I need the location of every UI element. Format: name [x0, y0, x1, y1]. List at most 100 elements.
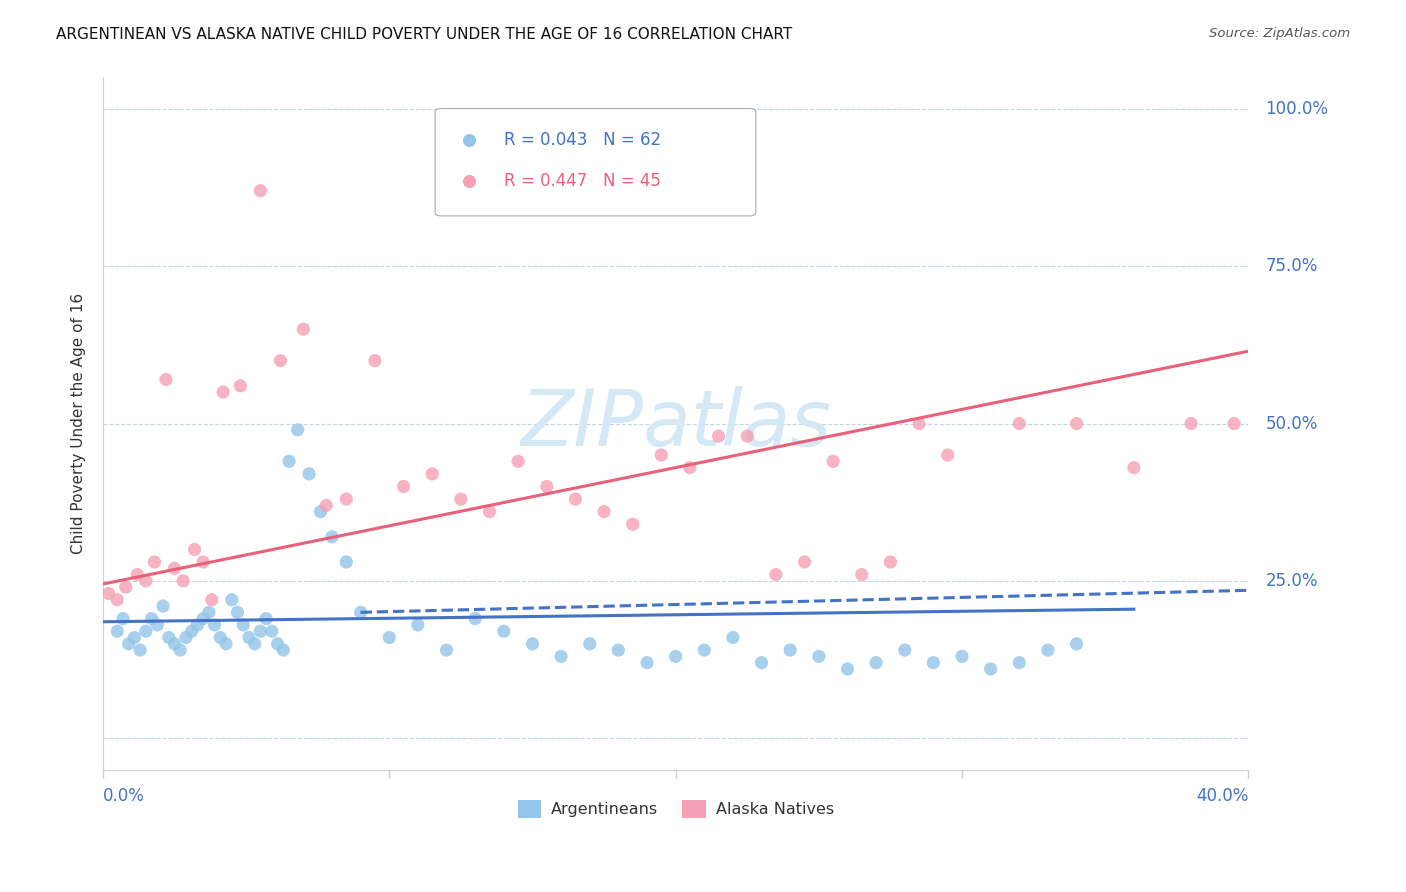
- FancyBboxPatch shape: [434, 109, 756, 216]
- Point: [922, 656, 945, 670]
- Point: [273, 643, 295, 657]
- Point: [135, 574, 157, 588]
- Point: [124, 631, 146, 645]
- Point: [522, 637, 544, 651]
- Point: [1066, 417, 1088, 431]
- Point: [146, 618, 169, 632]
- Point: [254, 612, 277, 626]
- Point: [936, 448, 959, 462]
- Point: [249, 184, 271, 198]
- Point: [152, 599, 174, 613]
- Y-axis label: Child Poverty Under the Age of 16: Child Poverty Under the Age of 16: [72, 293, 86, 554]
- Point: [950, 649, 973, 664]
- Point: [287, 423, 309, 437]
- Point: [593, 505, 616, 519]
- Point: [201, 592, 224, 607]
- Point: [807, 649, 830, 664]
- Point: [335, 555, 357, 569]
- Point: [1008, 417, 1031, 431]
- Point: [550, 649, 572, 664]
- Point: [564, 491, 586, 506]
- Point: [174, 631, 197, 645]
- Point: [266, 637, 288, 651]
- Point: [111, 612, 134, 626]
- Text: 40.0%: 40.0%: [1197, 787, 1249, 805]
- Point: [420, 467, 443, 481]
- Point: [309, 505, 332, 519]
- Point: [209, 631, 232, 645]
- Point: [249, 624, 271, 639]
- Point: [1180, 417, 1202, 431]
- Point: [269, 353, 291, 368]
- Point: [141, 612, 163, 626]
- Point: [406, 618, 429, 632]
- Point: [865, 656, 887, 670]
- Point: [127, 567, 149, 582]
- Point: [450, 491, 472, 506]
- Point: [837, 662, 859, 676]
- Point: [232, 618, 254, 632]
- Point: [679, 460, 702, 475]
- Point: [191, 612, 214, 626]
- Point: [135, 624, 157, 639]
- Text: 100.0%: 100.0%: [1265, 100, 1329, 118]
- Point: [1008, 159, 1031, 173]
- Point: [879, 555, 901, 569]
- Point: [478, 505, 501, 519]
- Point: [1008, 656, 1031, 670]
- Point: [169, 643, 191, 657]
- Point: [436, 643, 458, 657]
- Point: [893, 643, 915, 657]
- Point: [350, 605, 373, 619]
- Text: R = 0.447   N = 45: R = 0.447 N = 45: [503, 172, 661, 190]
- Point: [186, 618, 208, 632]
- Point: [851, 567, 873, 582]
- Point: [1122, 460, 1144, 475]
- Point: [364, 353, 387, 368]
- Point: [693, 643, 716, 657]
- Point: [621, 517, 644, 532]
- Point: [183, 542, 205, 557]
- Point: [157, 631, 180, 645]
- Legend: Argentineans, Alaska Natives: Argentineans, Alaska Natives: [512, 794, 841, 824]
- Point: [721, 631, 744, 645]
- Point: [735, 429, 758, 443]
- Point: [229, 378, 252, 392]
- Point: [536, 479, 558, 493]
- Point: [665, 649, 688, 664]
- Point: [908, 417, 931, 431]
- Point: [191, 555, 214, 569]
- Point: [198, 605, 221, 619]
- Point: [607, 643, 630, 657]
- Point: [492, 624, 515, 639]
- Point: [298, 467, 321, 481]
- Point: [215, 637, 238, 651]
- Point: [278, 454, 301, 468]
- Text: 0.0%: 0.0%: [103, 787, 145, 805]
- Text: 75.0%: 75.0%: [1265, 257, 1317, 276]
- Point: [172, 574, 194, 588]
- Point: [243, 637, 266, 651]
- Point: [204, 618, 226, 632]
- Point: [180, 624, 202, 639]
- Point: [508, 454, 530, 468]
- Point: [779, 643, 801, 657]
- Point: [129, 643, 152, 657]
- Point: [578, 637, 600, 651]
- Point: [765, 567, 787, 582]
- Point: [97, 586, 120, 600]
- Point: [751, 656, 773, 670]
- Point: [980, 662, 1002, 676]
- Text: R = 0.043   N = 62: R = 0.043 N = 62: [503, 131, 661, 149]
- Point: [1036, 643, 1059, 657]
- Point: [650, 448, 672, 462]
- Point: [1223, 417, 1246, 431]
- Point: [292, 322, 315, 336]
- Point: [335, 491, 357, 506]
- Point: [707, 429, 730, 443]
- Point: [212, 385, 235, 400]
- Point: [392, 479, 415, 493]
- Point: [1066, 637, 1088, 651]
- Point: [163, 561, 186, 575]
- Point: [823, 454, 845, 468]
